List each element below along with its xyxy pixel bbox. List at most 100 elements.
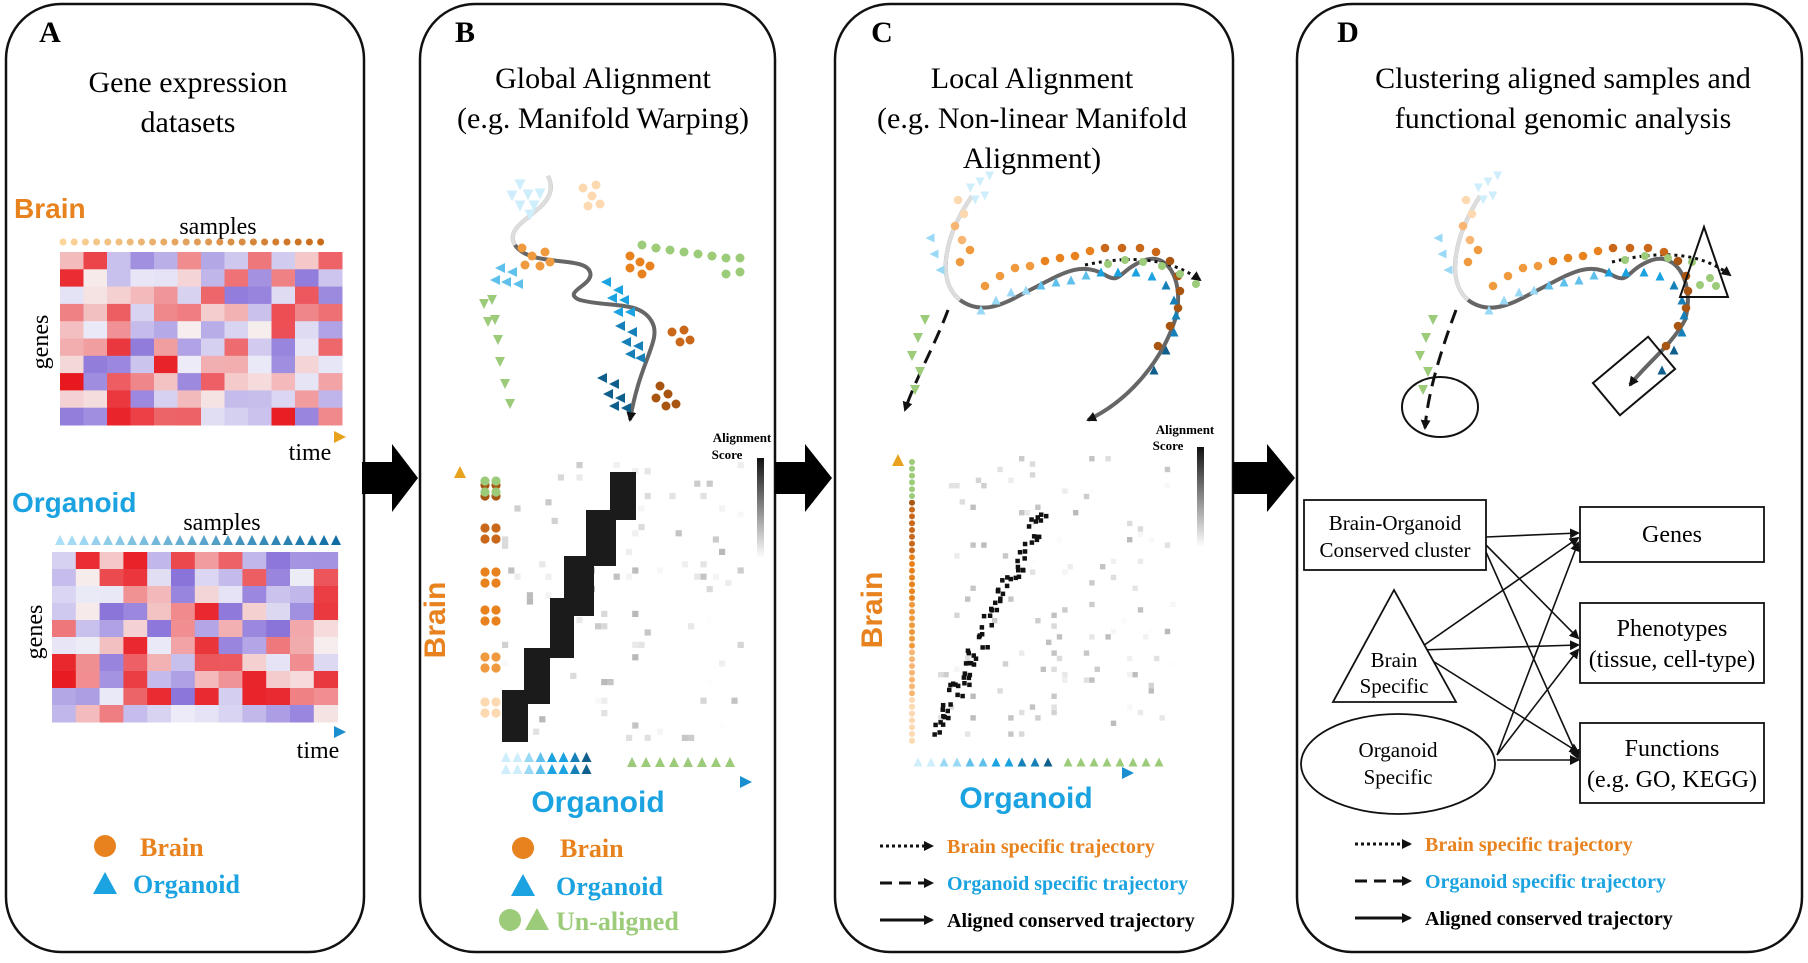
alignment-cell [940,702,946,708]
brain-axis-dot [909,486,915,493]
matrix-cell [712,536,719,543]
triangle-marker [513,279,523,289]
matrix-cell [1089,456,1095,462]
heatmap-cell [266,671,291,689]
matrix-cell [1019,709,1025,716]
alignment-cell [1035,534,1040,540]
unaligned-point [1158,262,1166,270]
heatmap-cell [224,269,249,288]
matrix-cell [1062,677,1068,683]
brain-point [1608,243,1618,253]
matrix-cell [737,567,744,574]
matrix-cell [965,731,971,737]
matrix-cell [1062,607,1068,613]
heatmap-cell [201,390,225,409]
brain-point [587,191,597,201]
heatmap-cell [290,705,315,723]
triangle-marker [1113,267,1123,277]
triangle-marker [603,389,613,399]
alignment-cell [932,732,937,737]
matrix-cell [601,679,608,686]
matrix-cell [1164,628,1171,635]
heatmap-cell [52,586,77,604]
matrix-cell [1127,537,1133,543]
brain-axis-dot [909,499,915,506]
organoid-axis-triangle [1004,757,1014,767]
alignment-cell [966,660,972,666]
alignment-cell [1015,568,1021,573]
matrix-cell [1089,634,1095,640]
triangle-marker [991,295,1001,305]
matrix-cell [1019,510,1025,516]
panel-d-network-edges [1419,528,1580,765]
matrix-cell [644,734,651,741]
organoid-axis-triangle [991,757,1001,767]
heatmap-cell [266,569,291,587]
alignment-cell [961,675,967,680]
organoid-axis-triangle [535,764,546,774]
matrix-cell [1089,601,1095,608]
matrix-cell [1008,477,1014,483]
brain-axis-dot [909,574,915,581]
heatmap-cell [171,586,196,604]
heatmap-cell [154,321,178,339]
triangle-marker [534,188,546,200]
heatmap-cell [60,303,84,322]
heatmap-cell [218,671,243,689]
heatmap-cell [224,407,249,426]
heatmap-cell [52,654,77,672]
triangle-marker [479,299,489,309]
matrix-cell [943,672,949,678]
brain-point [953,195,963,205]
alignment-cell [998,596,1003,601]
brain-axis-dot [491,708,501,718]
brain-point [1175,286,1185,296]
heatmap-cell [130,321,155,339]
matrix-cell [1062,488,1068,494]
brain-sample-dot [205,238,213,246]
matrix-cell [663,610,670,617]
panel-d-frame [1295,2,1804,954]
legend-a-organoid-label: Organoid [133,870,240,899]
heatmap-cell [75,671,101,689]
brain-axis-dot [491,534,501,544]
unaligned-axis-triangle [1141,757,1151,767]
heatmap-cell [177,303,202,322]
organoid-axis-triangle [512,752,523,762]
alignment-cell [955,683,961,689]
brain-point [1683,286,1693,296]
matrix-cell [1067,542,1073,548]
heatmap-cell [271,407,296,426]
brain-point [1681,303,1691,313]
heatmap-cell [177,390,202,409]
heatmap-cell [130,355,155,374]
panel-letter-d: D [1337,16,1359,49]
heatmap-cell [194,671,220,689]
brain-point [675,337,685,347]
matrix-cell [725,579,732,586]
heatmap-cell [266,654,291,672]
heatmap-cell [318,252,343,270]
organoid-axis-triangle [952,757,962,767]
triangle-marker [597,373,607,383]
matrix-cell [1008,731,1014,737]
heatmap-cell [177,373,202,391]
triangle-marker [1484,305,1494,315]
unaligned-axis-triangle [641,757,651,767]
brain-point [645,261,655,271]
heatmap-cell [201,303,225,322]
alignment-cell [1029,540,1035,545]
matrix-cell [1029,704,1036,710]
matrix-cell [632,654,639,661]
heatmap-cell [154,252,178,270]
heatmap-cell [290,654,315,672]
heatmap-cell [290,620,315,638]
matrix-cell [694,573,701,580]
brain-sample-dot [249,238,257,246]
matrix-cell [1062,672,1068,678]
matrix-cell [965,596,971,602]
brain-sample-dot [93,238,101,246]
heatmap-cell [107,252,131,270]
heatmap-cell [224,303,249,322]
triangle-marker [1529,285,1539,295]
